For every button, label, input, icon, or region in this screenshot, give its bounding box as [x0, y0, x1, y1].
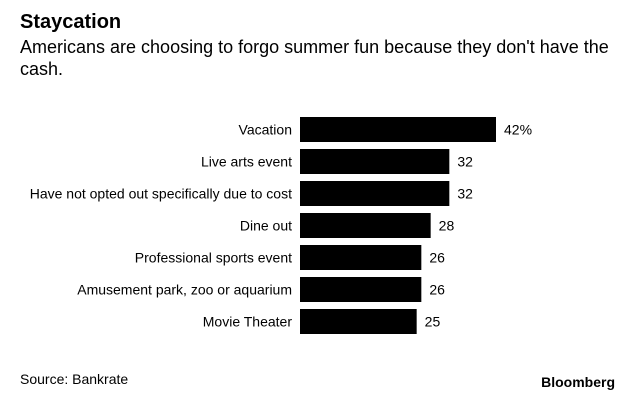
value-label-0: 42%: [504, 122, 532, 138]
category-label-3: Dine out: [240, 218, 292, 234]
bar-5: [300, 277, 422, 302]
bar-0: [300, 117, 496, 142]
category-label-0: Vacation: [239, 122, 292, 138]
bar-6: [300, 309, 417, 334]
bloomberg-logo: Bloomberg: [541, 374, 615, 390]
category-label-1: Live arts event: [201, 154, 292, 170]
bar-2: [300, 181, 450, 206]
bar-3: [300, 213, 431, 238]
chart-title: Staycation: [20, 11, 122, 33]
bar-1: [300, 149, 450, 174]
value-label-6: 25: [425, 314, 441, 330]
source-note: Source: Bankrate: [20, 371, 129, 387]
value-label-2: 32: [457, 186, 473, 202]
category-label-2: Have not opted out specifically due to c…: [30, 186, 292, 202]
value-label-3: 28: [439, 218, 455, 234]
category-label-5: Amusement park, zoo or aquarium: [77, 282, 292, 298]
value-label-4: 26: [429, 250, 445, 266]
value-label-5: 26: [429, 282, 445, 298]
category-label-4: Professional sports event: [135, 250, 292, 266]
bar-4: [300, 245, 422, 270]
value-label-1: 32: [457, 154, 473, 170]
chart-subtitle: Americans are choosing to forgo summer f…: [20, 37, 609, 79]
category-label-6: Movie Theater: [203, 314, 293, 330]
